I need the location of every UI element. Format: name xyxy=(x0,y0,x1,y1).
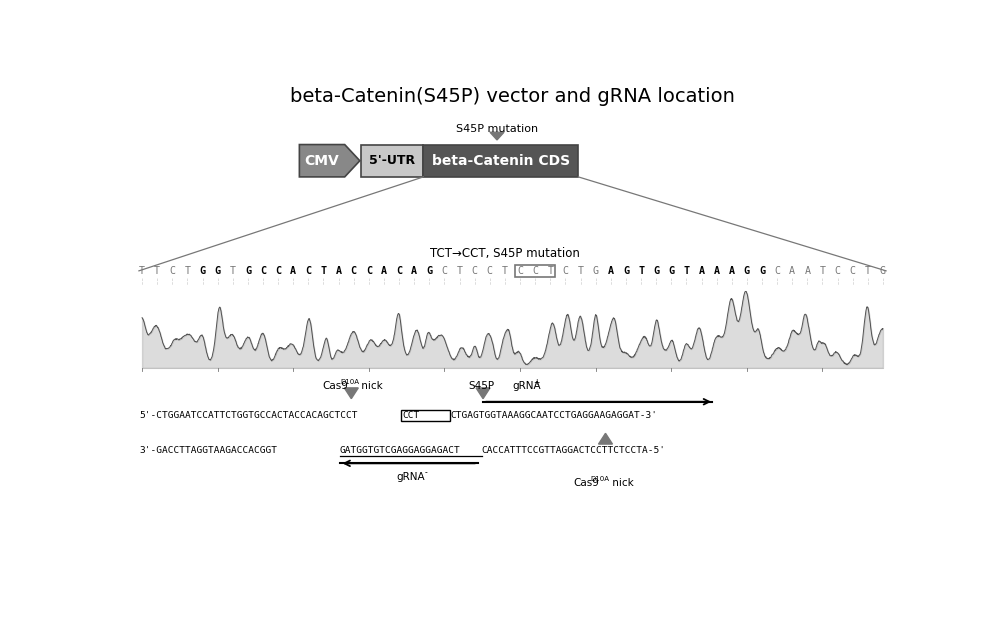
Text: TCT→CCT, S45P mutation: TCT→CCT, S45P mutation xyxy=(430,248,580,260)
Text: S45P mutation: S45P mutation xyxy=(456,124,538,134)
Text: G: G xyxy=(200,266,206,276)
Text: D10A: D10A xyxy=(340,380,359,385)
Text: G: G xyxy=(215,266,221,276)
Text: 3'-GACCTTAGGTAAGACCACGGT: 3'-GACCTTAGGTAAGACCACGGT xyxy=(139,445,277,455)
Text: C: C xyxy=(835,266,841,276)
Text: A: A xyxy=(336,266,342,276)
Text: T: T xyxy=(230,266,236,276)
Text: A: A xyxy=(699,266,705,276)
Text: Cas9: Cas9 xyxy=(573,477,599,488)
Text: G: G xyxy=(245,266,251,276)
Text: G: G xyxy=(759,266,765,276)
Text: GATGGTGTCGAGGAGGAGACT: GATGGTGTCGAGGAGGAGACT xyxy=(340,445,460,455)
Text: T: T xyxy=(139,266,145,276)
Text: G: G xyxy=(623,266,629,276)
Text: T: T xyxy=(547,266,553,276)
Text: A: A xyxy=(608,266,614,276)
Text: G: G xyxy=(744,266,750,276)
Text: C: C xyxy=(487,266,493,276)
Text: G: G xyxy=(593,266,599,276)
Text: G: G xyxy=(880,266,886,276)
Text: C: C xyxy=(260,266,266,276)
Text: A: A xyxy=(290,266,296,276)
Text: A: A xyxy=(804,266,810,276)
Text: -: - xyxy=(425,468,428,477)
Text: 5'-UTR: 5'-UTR xyxy=(369,154,415,167)
Text: A: A xyxy=(789,266,795,276)
Text: T: T xyxy=(320,266,326,276)
Polygon shape xyxy=(344,388,358,399)
Text: T: T xyxy=(865,266,871,276)
Text: C: C xyxy=(441,266,447,276)
Text: A: A xyxy=(714,266,720,276)
Text: D10A: D10A xyxy=(591,476,610,482)
Text: A: A xyxy=(729,266,735,276)
Text: CMV: CMV xyxy=(304,154,339,168)
Text: beta-Catenin CDS: beta-Catenin CDS xyxy=(432,154,570,168)
Text: C: C xyxy=(366,266,372,276)
Polygon shape xyxy=(299,145,360,177)
Text: Cas9: Cas9 xyxy=(323,381,349,391)
Text: C: C xyxy=(774,266,780,276)
Text: G: G xyxy=(426,266,432,276)
Text: T: T xyxy=(184,266,190,276)
Text: CTGAGTGGTAAAGGCAATCCTGAGGAAGAGGAT-3': CTGAGTGGTAAAGGCAATCCTGAGGAAGAGGAT-3' xyxy=(450,411,657,420)
Text: 5'-CTGGAATCCATTCTGGTGCCACTACCACAGCTCCT: 5'-CTGGAATCCATTCTGGTGCCACTACCACAGCTCCT xyxy=(139,411,357,420)
Text: gRNA: gRNA xyxy=(396,472,425,482)
Text: T: T xyxy=(502,266,508,276)
Text: T: T xyxy=(638,266,644,276)
Text: A: A xyxy=(381,266,387,276)
Text: C: C xyxy=(351,266,357,276)
Text: C: C xyxy=(472,266,478,276)
Text: beta-Catenin(S45P) vector and gRNA location: beta-Catenin(S45P) vector and gRNA locat… xyxy=(290,86,735,106)
Text: C: C xyxy=(305,266,311,276)
Text: +: + xyxy=(533,378,540,387)
Text: C: C xyxy=(517,266,523,276)
Text: G: G xyxy=(668,266,674,276)
Text: C: C xyxy=(169,266,175,276)
Text: C: C xyxy=(562,266,568,276)
Text: T: T xyxy=(154,266,160,276)
Text: C: C xyxy=(275,266,281,276)
Text: A: A xyxy=(411,266,417,276)
Text: gRNA: gRNA xyxy=(512,381,541,391)
Text: CCT: CCT xyxy=(402,411,419,420)
Text: T: T xyxy=(578,266,584,276)
Polygon shape xyxy=(490,132,504,140)
FancyBboxPatch shape xyxy=(423,145,578,177)
Text: C: C xyxy=(532,266,538,276)
Text: nick: nick xyxy=(358,381,383,391)
FancyBboxPatch shape xyxy=(361,145,423,177)
Text: G: G xyxy=(653,266,659,276)
Text: nick: nick xyxy=(609,477,633,488)
Text: S45P: S45P xyxy=(468,381,495,391)
Polygon shape xyxy=(599,433,612,444)
Text: T: T xyxy=(683,266,689,276)
Text: C: C xyxy=(850,266,856,276)
Polygon shape xyxy=(476,388,490,399)
Text: T: T xyxy=(457,266,463,276)
Text: T: T xyxy=(819,266,825,276)
Text: C: C xyxy=(396,266,402,276)
Text: CACCATTTCCGTTAGGACTCCTTCTCCTA-5': CACCATTTCCGTTAGGACTCCTTCTCCTA-5' xyxy=(482,445,666,455)
